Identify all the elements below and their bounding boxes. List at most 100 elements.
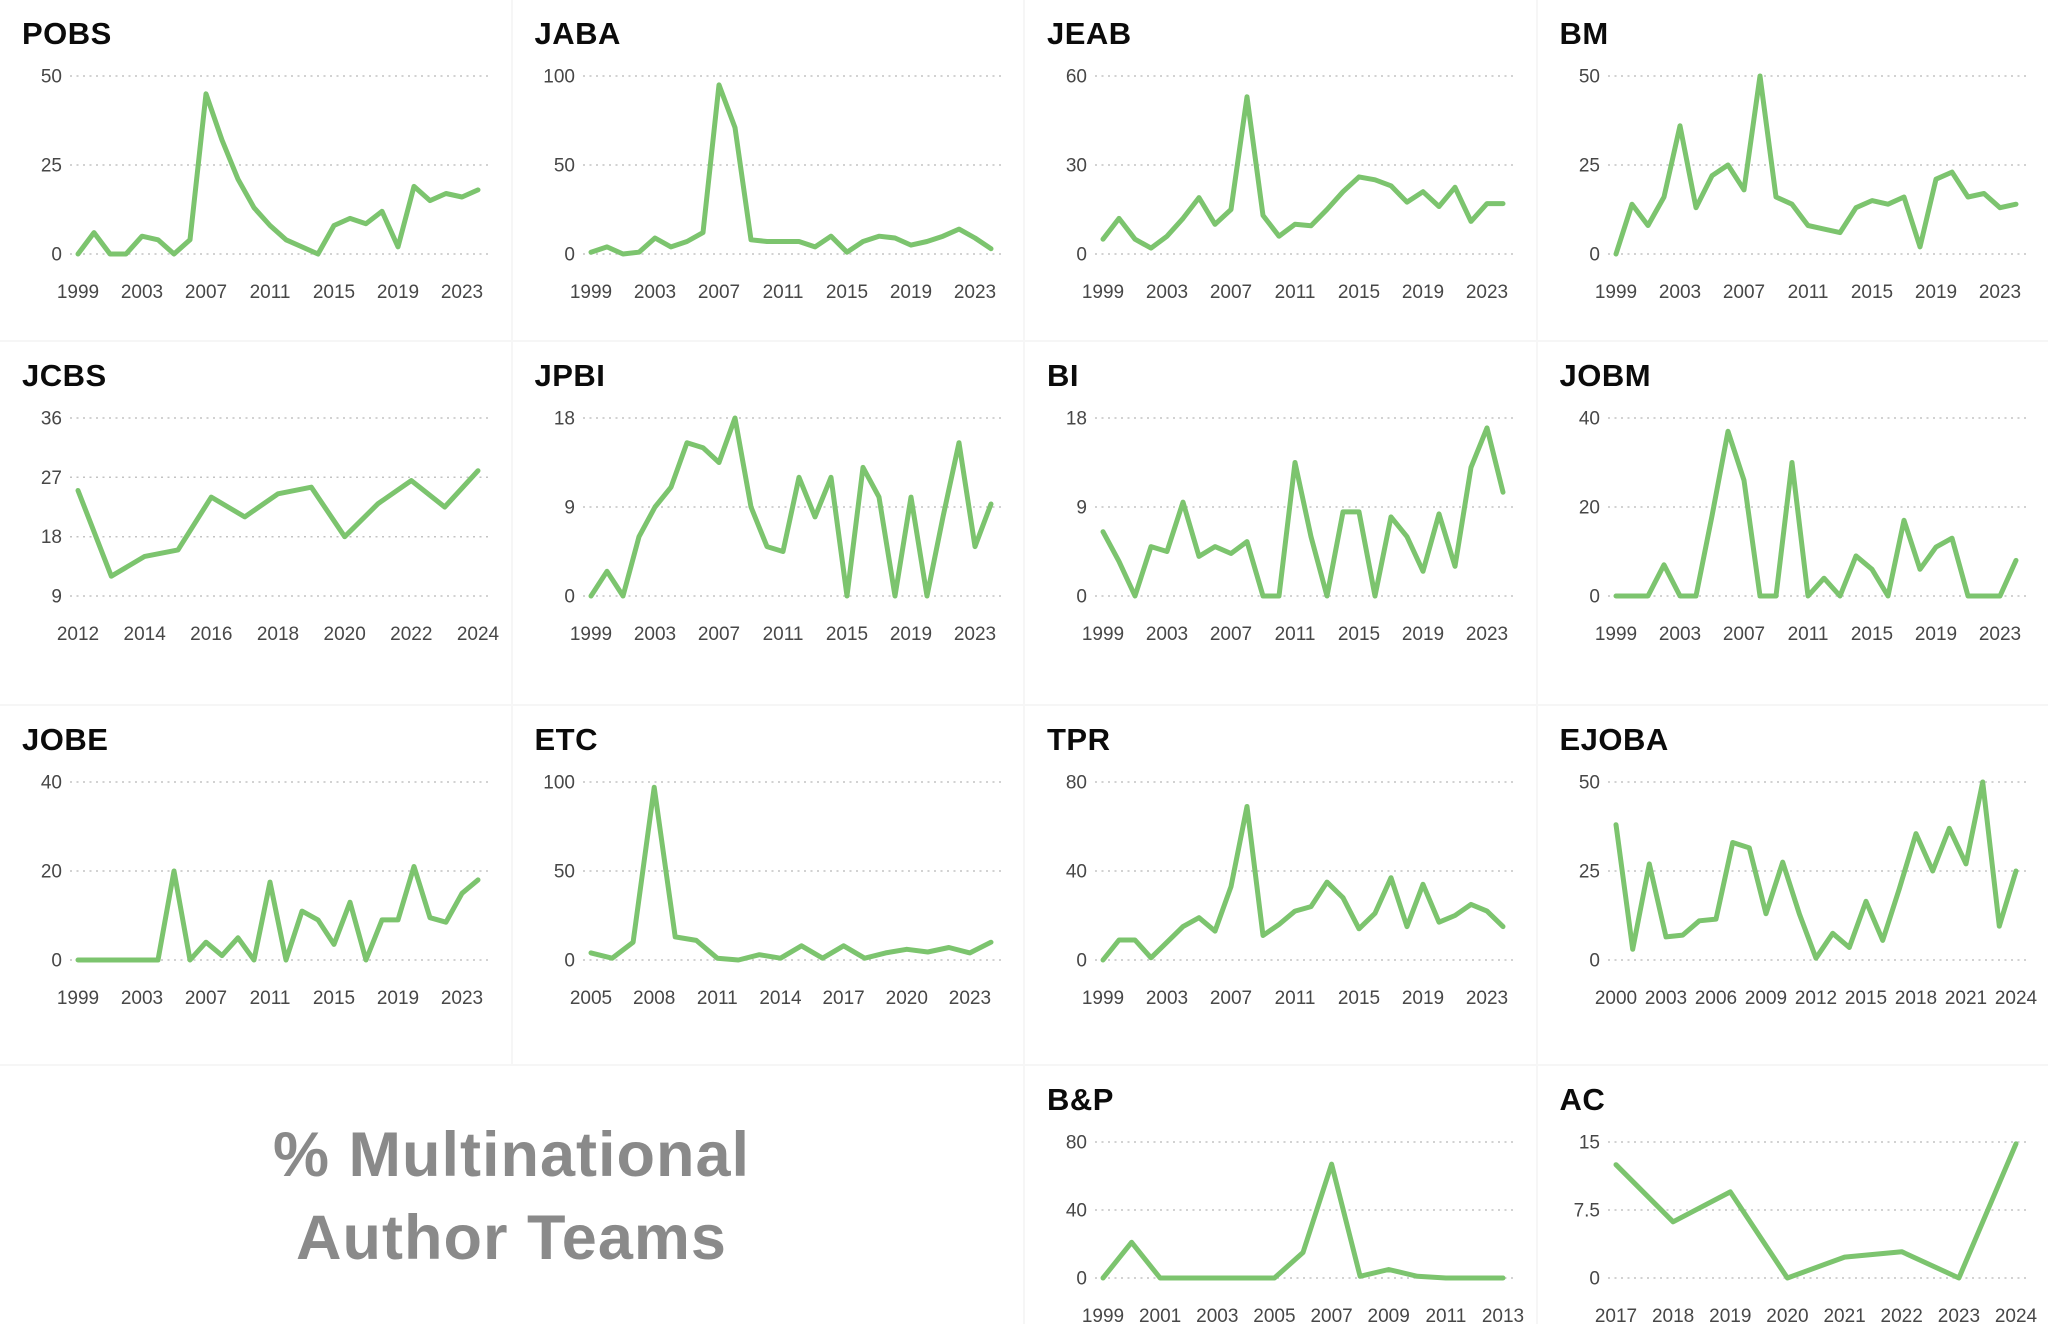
- svg-text:0: 0: [564, 951, 575, 972]
- svg-text:2011: 2011: [1787, 282, 1828, 303]
- svg-text:18: 18: [41, 527, 62, 548]
- svg-text:2011: 2011: [1425, 1306, 1466, 1324]
- svg-text:36: 36: [41, 409, 62, 430]
- svg-text:0: 0: [1076, 587, 1087, 608]
- chart-title-jcbs: JCBS: [22, 358, 107, 393]
- svg-text:2003: 2003: [1196, 1306, 1238, 1324]
- chart-card-jobe: JOBE 0 20 40 1999 2003 2007 2011 2015 2019 2023: [0, 706, 511, 1064]
- line-chart-etc: 0 50 100 2005 2008 2011 2014 2017 2020 2023: [543, 773, 1005, 1009]
- svg-text:2019: 2019: [889, 282, 931, 303]
- svg-text:18: 18: [1066, 409, 1087, 430]
- line-chart-jpbi: 0 9 18 1999 2003 2007 2011 2015 2019 2023: [553, 409, 1005, 645]
- svg-text:2020: 2020: [324, 624, 366, 645]
- svg-text:2015: 2015: [825, 624, 867, 645]
- svg-text:0: 0: [51, 951, 62, 972]
- svg-text:2018: 2018: [1651, 1306, 1693, 1324]
- svg-text:80: 80: [1066, 773, 1087, 794]
- svg-text:2023: 2023: [441, 988, 483, 1009]
- svg-text:2023: 2023: [441, 282, 483, 303]
- chart-title-jobm: JOBM: [1559, 358, 1652, 393]
- svg-text:2022: 2022: [1880, 1306, 1922, 1324]
- svg-text:2011: 2011: [696, 988, 737, 1009]
- svg-text:2003: 2003: [633, 282, 675, 303]
- svg-text:2024: 2024: [1994, 1306, 2037, 1324]
- chart-card-ac: AC 0 7.5 15 2017 2018 2019 2020 2021 2022 2023 202…: [1537, 1066, 2048, 1324]
- svg-text:2001: 2001: [1139, 1306, 1181, 1324]
- svg-text:2000: 2000: [1594, 988, 1636, 1009]
- svg-text:15: 15: [1578, 1133, 1599, 1154]
- svg-text:2007: 2007: [1210, 624, 1252, 645]
- svg-text:2009: 2009: [1368, 1306, 1410, 1324]
- svg-text:2007: 2007: [1210, 282, 1252, 303]
- svg-text:2023: 2023: [1978, 282, 2020, 303]
- svg-text:2016: 2016: [190, 624, 232, 645]
- svg-text:2023: 2023: [1937, 1306, 1979, 1324]
- svg-text:2019: 2019: [889, 624, 931, 645]
- svg-text:2023: 2023: [953, 282, 995, 303]
- svg-text:7.5: 7.5: [1573, 1201, 1599, 1222]
- svg-text:2015: 2015: [313, 988, 355, 1009]
- svg-text:1999: 1999: [57, 988, 99, 1009]
- svg-text:0: 0: [564, 587, 575, 608]
- chart-card-ejoba: EJOBA 0 25 50 2000 2003 2006 2009 2012 2015 2018 2…: [1537, 706, 2048, 1064]
- svg-text:2022: 2022: [390, 624, 432, 645]
- line-chart-jeab: 0 30 60 1999 2003 2007 2011 2015 2019 2023: [1066, 67, 1517, 303]
- svg-text:2011: 2011: [762, 282, 803, 303]
- chart-card-jeab: JEAB 0 30 60 1999 2003 2007 2011 2015 2019 2023: [1025, 0, 1536, 340]
- svg-text:2019: 2019: [1914, 282, 1956, 303]
- figure-caption-line2: Author Teams: [296, 1203, 727, 1273]
- svg-text:2020: 2020: [1766, 1306, 1808, 1324]
- svg-text:2021: 2021: [1944, 988, 1986, 1009]
- svg-text:2017: 2017: [1594, 1306, 1636, 1324]
- svg-text:2020: 2020: [885, 988, 927, 1009]
- svg-text:2011: 2011: [1275, 282, 1316, 303]
- svg-text:2005: 2005: [569, 988, 611, 1009]
- svg-text:60: 60: [1066, 67, 1087, 88]
- svg-text:0: 0: [564, 245, 575, 266]
- svg-text:30: 30: [1066, 156, 1087, 177]
- line-chart-tpr: 0 40 80 1999 2003 2007 2011 2015 2019 2023: [1066, 773, 1517, 1009]
- svg-text:1999: 1999: [1594, 282, 1636, 303]
- chart-card-bi: BI 0 9 18 1999 2003 2007 2011 2015 2019 2023: [1025, 342, 1536, 704]
- svg-text:0: 0: [1589, 587, 1600, 608]
- svg-text:2023: 2023: [1466, 988, 1508, 1009]
- chart-card-pobs: POBS 0 25 50 1999 2003 2007 2011 2015 2019 2023: [0, 0, 511, 340]
- line-chart-bm: 0 25 50 1999 2003 2007 2011 2015 2019 2023: [1578, 67, 2030, 303]
- svg-text:2009: 2009: [1744, 988, 1786, 1009]
- chart-title-jpbi: JPBI: [534, 358, 606, 393]
- line-chart-ac: 0 7.5 15 2017 2018 2019 2020 2021 2022 2023 2024: [1573, 1133, 2037, 1324]
- svg-text:0: 0: [1076, 245, 1087, 266]
- svg-text:100: 100: [543, 773, 575, 794]
- svg-text:2003: 2003: [121, 282, 163, 303]
- svg-text:2018: 2018: [257, 624, 299, 645]
- svg-text:2003: 2003: [1644, 988, 1686, 1009]
- line-chart-jobe: 0 20 40 1999 2003 2007 2011 2015 2019 2023: [41, 773, 492, 1009]
- chart-card-jaba: JABA 0 50 100 1999 2003 2007 2011 2015 2019 2023: [512, 0, 1023, 340]
- svg-text:2023: 2023: [953, 624, 995, 645]
- svg-text:2015: 2015: [1338, 282, 1380, 303]
- svg-text:1999: 1999: [1594, 624, 1636, 645]
- svg-text:1999: 1999: [569, 282, 611, 303]
- svg-text:2006: 2006: [1694, 988, 1736, 1009]
- svg-text:2019: 2019: [1402, 988, 1444, 1009]
- line-chart-jobm: 0 20 40 1999 2003 2007 2011 2015 2019 2023: [1578, 409, 2030, 645]
- svg-text:2024: 2024: [457, 624, 500, 645]
- svg-text:2015: 2015: [1850, 282, 1892, 303]
- svg-text:2019: 2019: [1709, 1306, 1751, 1324]
- svg-text:2012: 2012: [1794, 988, 1836, 1009]
- line-chart-bp: 0 40 80 1999 2001 2003 2005 2007 2009 2011 2013: [1066, 1133, 1524, 1324]
- svg-text:2014: 2014: [124, 624, 167, 645]
- line-chart-jaba: 0 50 100 1999 2003 2007 2011 2015 2019 2023: [543, 67, 1005, 303]
- svg-text:50: 50: [553, 862, 574, 883]
- svg-text:2007: 2007: [697, 624, 739, 645]
- chart-card-jpbi: JPBI 0 9 18 1999 2003 2007 2011 2015 2019 2023: [512, 342, 1023, 704]
- svg-text:2023: 2023: [1466, 624, 1508, 645]
- svg-text:2007: 2007: [185, 988, 227, 1009]
- svg-text:2019: 2019: [377, 988, 419, 1009]
- chart-card-etc: ETC 0 50 100 2005 2008 2011 2014 2017 2020 2023: [512, 706, 1023, 1064]
- svg-text:2019: 2019: [1402, 624, 1444, 645]
- svg-text:0: 0: [1589, 245, 1600, 266]
- svg-text:2011: 2011: [250, 988, 291, 1009]
